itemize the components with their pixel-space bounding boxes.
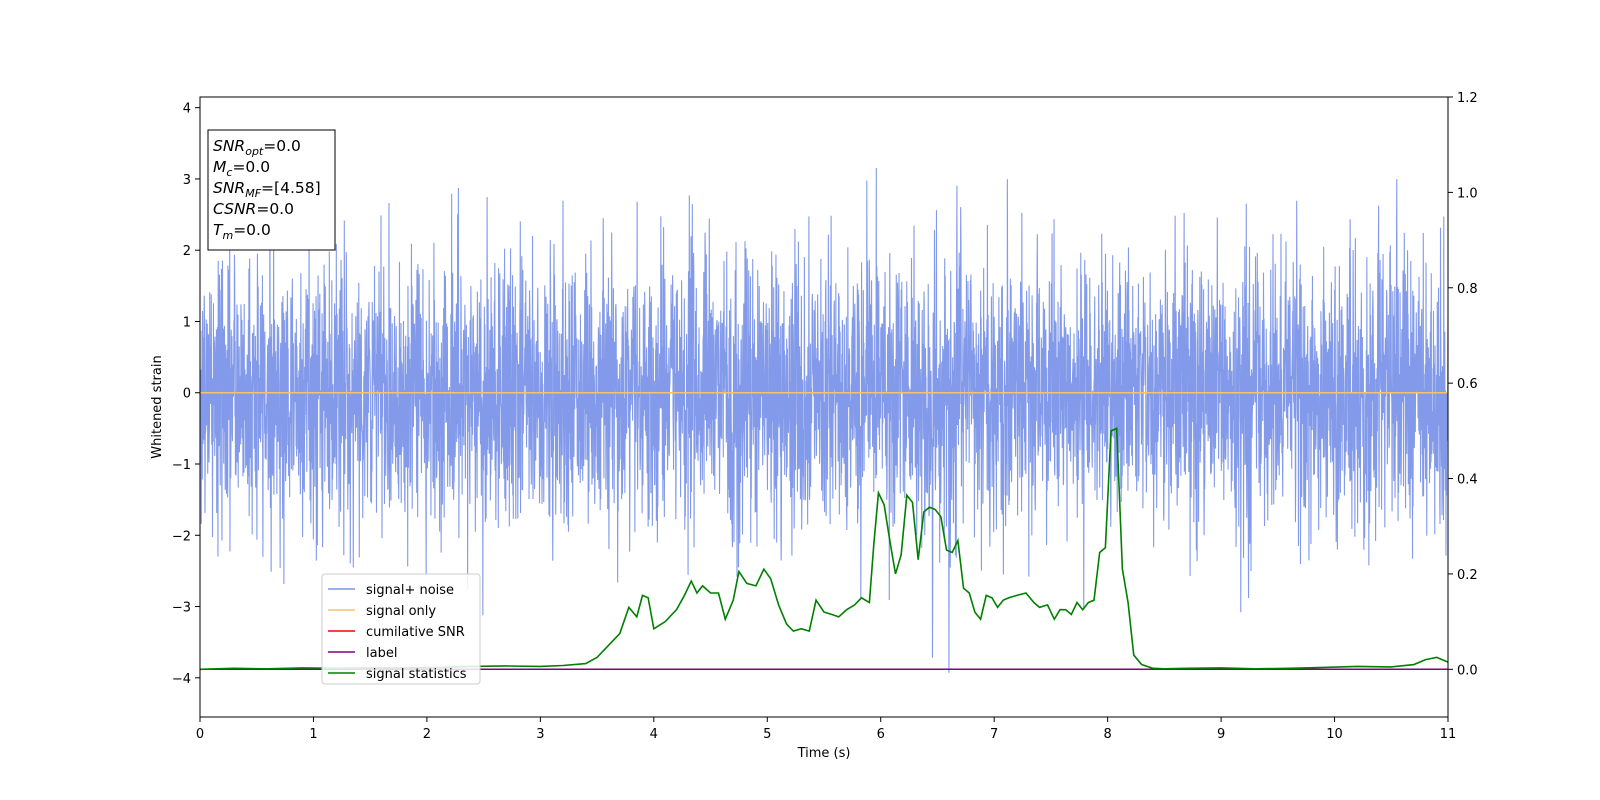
info-symbol: M (213, 158, 226, 176)
legend-item-signal-statistics: signal statistics (328, 667, 467, 682)
y-left-tick-label: −1 (172, 458, 191, 473)
y-left-tick-label: −3 (172, 601, 191, 616)
info-box: SNRopt=0.0Mc=0.0SNRMF=[4.58]CSNR=0.0Tm=0… (207, 129, 336, 251)
y-left-tick-label: 4 (183, 102, 191, 117)
legend-label: signal+ noise (366, 583, 454, 598)
x-tick-label: 3 (536, 727, 544, 742)
x-tick-label: 0 (196, 727, 204, 742)
y-axis-label: Whitened strain (150, 355, 165, 458)
info-subscript: c (226, 166, 232, 179)
info-symbol: SNR (213, 137, 245, 155)
y-left-tick-label: 1 (183, 315, 191, 330)
legend-item-signal-only: signal only (328, 604, 436, 619)
y-right-tick-label: 1.2 (1457, 91, 1478, 106)
x-tick-label: 7 (990, 727, 998, 742)
info-line: Tm=0.0 (213, 221, 271, 242)
legend-label: cumilative SNR (366, 625, 465, 640)
info-line: Mc=0.0 (213, 158, 270, 179)
legend-item-cumilative-snr: cumilative SNR (328, 625, 465, 640)
plot-frame (199, 96, 1449, 718)
info-subscript: opt (245, 145, 264, 158)
info-symbol: CSNR (213, 200, 256, 218)
legend-label: signal only (366, 604, 436, 619)
x-tick-label: 11 (1440, 727, 1457, 742)
x-tick-label: 9 (1217, 727, 1225, 742)
y-axis-left: −4 −3 −2 −1 0 1 2 3 4 (172, 102, 200, 687)
x-axis: 0 1 2 3 4 5 6 7 8 9 10 11 (196, 717, 1456, 742)
info-line: SNRMF=[4.58] (213, 179, 321, 200)
info-value: =0.0 (233, 221, 271, 239)
y-axis-right: 0.0 0.2 0.4 0.6 0.8 1.0 1.2 (1448, 91, 1478, 678)
x-tick-label: 5 (763, 727, 771, 742)
info-value: =0.0 (256, 200, 294, 218)
info-symbol: T (213, 221, 224, 239)
x-tick-label: 2 (423, 727, 431, 742)
legend: signal+ noise signal only cumilative SNR la… (321, 573, 481, 685)
x-tick-label: 10 (1326, 727, 1343, 742)
series-line-signal-noise (200, 168, 1448, 673)
y-right-tick-label: 0.6 (1457, 377, 1478, 392)
info-line: SNRopt=0.0 (213, 137, 301, 158)
info-value: =0.0 (232, 158, 270, 176)
legend-frame (321, 573, 481, 685)
y-right-tick-label: 0.0 (1457, 663, 1478, 678)
y-left-tick-label: 3 (183, 173, 191, 188)
info-subscript: MF (245, 187, 261, 200)
y-right-tick-label: 1.0 (1457, 186, 1478, 201)
legend-item-signal-noise: signal+ noise (328, 583, 454, 598)
x-tick-label: 4 (650, 727, 658, 742)
info-box-frame (207, 129, 336, 251)
y-left-tick-label: −2 (172, 529, 191, 544)
info-value: =[4.58] (261, 179, 321, 197)
x-tick-label: 6 (877, 727, 885, 742)
x-axis-label: Time (s) (797, 746, 851, 761)
y-left-tick-label: 2 (183, 244, 191, 259)
series-line-signal-statistics (200, 427, 1448, 671)
x-tick-label: 1 (309, 727, 317, 742)
info-symbol: SNR (213, 179, 245, 197)
info-subscript: m (222, 229, 233, 242)
legend-label: signal statistics (366, 667, 467, 682)
info-value: =0.0 (263, 137, 301, 155)
legend-label: label (366, 646, 397, 661)
x-tick-label: 8 (1103, 727, 1111, 742)
y-left-tick-label: 0 (183, 387, 191, 402)
y-right-tick-label: 0.2 (1457, 568, 1478, 583)
y-right-tick-label: 0.8 (1457, 282, 1478, 297)
y-right-tick-label: 0.4 (1457, 473, 1478, 488)
legend-item-label: label (328, 646, 397, 661)
y-left-tick-label: −4 (172, 672, 191, 687)
info-line: CSNR=0.0 (213, 200, 294, 218)
